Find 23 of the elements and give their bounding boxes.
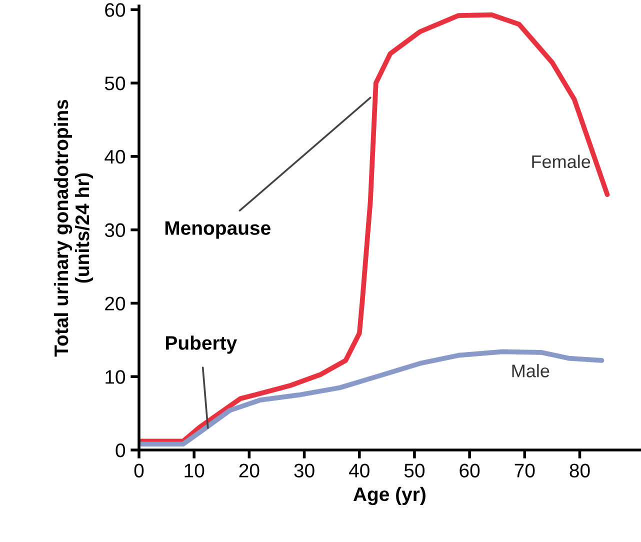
y-tick-label: 20 [105, 296, 126, 310]
x-tick-label: 0 [134, 464, 144, 478]
y-tick-label: 0 [116, 443, 126, 458]
y-axis-title: Total urinary gonadotropins (units/24 hr) [54, 100, 94, 357]
x-tick-label: 10 [184, 464, 204, 478]
x-tick-label: 40 [349, 464, 370, 478]
series-label: Male [512, 364, 550, 378]
x-axis-title: Age (yr) [353, 486, 426, 506]
y-tick-label: 60 [105, 3, 126, 17]
x-tick-label: 20 [239, 464, 260, 478]
line-series [139, 12, 610, 444]
x-tick-label: 70 [514, 464, 535, 478]
x-tick-label: 80 [570, 464, 590, 478]
x-tick-label: 30 [294, 464, 314, 478]
x-tick-label: 50 [404, 464, 425, 478]
annotation: Menopause [165, 221, 270, 239]
x-tick-label: 60 [460, 464, 480, 478]
y-tick-label: 50 [104, 76, 126, 90]
series-label: Female [532, 154, 590, 168]
annotation: Puberty [166, 336, 238, 354]
y-tick-label: 10 [106, 370, 126, 384]
y-tick-label: 30 [104, 223, 126, 238]
y-tick-label: 40 [104, 150, 126, 164]
